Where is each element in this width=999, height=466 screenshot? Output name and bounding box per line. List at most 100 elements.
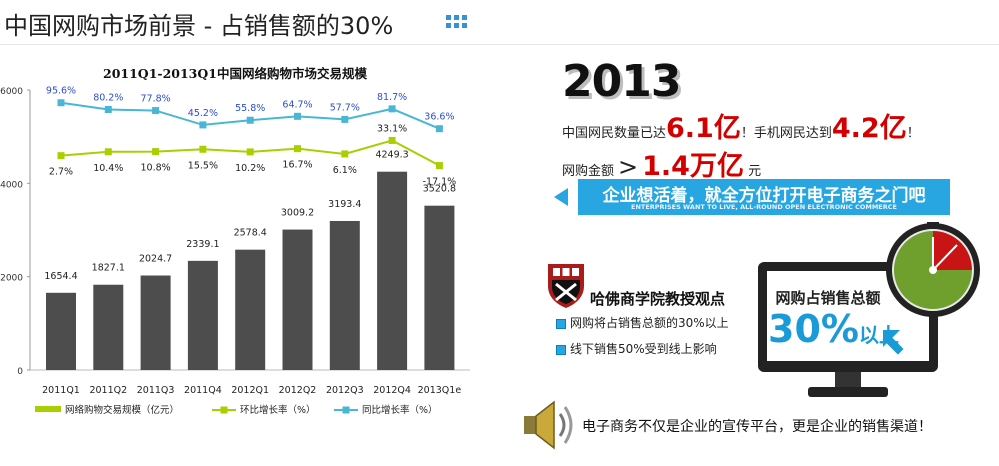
stat1-value2: 4.2亿 bbox=[831, 113, 907, 144]
monitor-above: 以上 bbox=[858, 323, 899, 347]
monitor-label: 网购占销售总额 bbox=[775, 289, 881, 307]
mom-growth-label: 10.2% bbox=[235, 163, 265, 174]
yoy-growth-label: 45.2% bbox=[188, 108, 218, 119]
x-tick-label: 2011Q2 bbox=[89, 385, 127, 396]
mom-growth-marker bbox=[388, 136, 396, 144]
banner-arrow-icon bbox=[554, 188, 568, 206]
stat2-value: 1.4万亿 bbox=[642, 151, 744, 182]
bar-value-label: 3520.8 bbox=[423, 184, 456, 195]
closing-statement: 电子商务不仅是企业的宣传平台，更是企业的销售渠道！ bbox=[582, 419, 932, 435]
yoy-growth-label: 57.7% bbox=[330, 102, 360, 113]
yoy-growth-marker bbox=[294, 112, 301, 120]
bullet-square-icon bbox=[556, 318, 566, 329]
bar-value-label: 4249.3 bbox=[375, 150, 408, 161]
x-tick-label: 2011Q4 bbox=[184, 385, 222, 396]
x-tick-label: 2011Q3 bbox=[137, 385, 175, 396]
page-title: 中国网购市场前景 - 占销售额的30% bbox=[4, 12, 394, 40]
x-tick-label: 2013Q1e bbox=[418, 385, 462, 396]
x-tick-label: 2012Q2 bbox=[279, 385, 317, 396]
harvard-title: 哈佛商学院教授观点 bbox=[590, 290, 726, 308]
y-tick-label: 2000 bbox=[0, 274, 23, 284]
bar-value-label: 2024.7 bbox=[139, 254, 172, 265]
stat2-gt: > bbox=[618, 153, 639, 181]
legend-label: 网络购物交易规模（亿元） bbox=[65, 404, 179, 416]
yoy-growth-label: 55.8% bbox=[235, 103, 265, 114]
harvard-shield-icon bbox=[548, 264, 584, 308]
mom-growth-marker bbox=[152, 148, 160, 156]
yoy-growth-marker bbox=[388, 105, 396, 113]
mom-growth-label: 15.5% bbox=[188, 160, 218, 171]
bullet-text: 线下销售50%受到线上影响 bbox=[570, 342, 717, 356]
x-tick-label: 2011Q1 bbox=[42, 385, 80, 396]
bar-value-label: 1654.4 bbox=[44, 271, 77, 282]
yoy-growth-marker bbox=[435, 125, 443, 133]
bar bbox=[282, 229, 313, 370]
monitor-percentage: 30%以上 bbox=[768, 307, 899, 351]
mom-growth-label: 2.7% bbox=[49, 167, 73, 178]
info-panel: 2013 中国网民数量已达6.1亿！手机网民达到4.2亿！ 网购金额 >1.4万亿… bbox=[524, 50, 999, 466]
yoy-growth-label: 64.7% bbox=[282, 99, 312, 110]
mom-growth-label: 6.1% bbox=[333, 165, 357, 176]
market-chart: 2011Q1-2013Q1中国网络购物市场交易规模 0200040006000 … bbox=[0, 66, 470, 416]
y-tick-label: 4000 bbox=[0, 180, 23, 190]
bar bbox=[424, 205, 455, 370]
mom-growth-marker bbox=[199, 145, 207, 153]
y-tick-label: 6000 bbox=[0, 87, 23, 97]
mom-growth-label: 33.1% bbox=[377, 123, 407, 134]
stat2-unit: 元 bbox=[748, 164, 762, 179]
legend-swatch bbox=[220, 406, 228, 414]
mom-growth-label: 10.8% bbox=[141, 163, 171, 174]
shopping-amount-stat: 网购金额 >1.4万亿 元 bbox=[562, 144, 761, 183]
bar bbox=[235, 249, 266, 370]
yoy-growth-label: 80.2% bbox=[93, 93, 123, 104]
legend-swatch bbox=[342, 406, 350, 414]
yoy-growth-marker bbox=[246, 116, 254, 124]
grid-icon[interactable] bbox=[446, 15, 468, 29]
bar bbox=[377, 171, 408, 370]
bullet-square-icon bbox=[556, 344, 566, 355]
yoy-growth-marker bbox=[104, 106, 112, 114]
netizen-stat: 中国网民数量已达6.1亿！手机网民达到4.2亿！ bbox=[562, 106, 920, 145]
bullet-item: 网购将占销售总额的30%以上 bbox=[556, 314, 729, 331]
stat1-prefix: 中国网民数量已达 bbox=[562, 126, 667, 141]
speaker-icon bbox=[524, 400, 573, 450]
bar-value-label: 3193.4 bbox=[328, 199, 361, 210]
bar bbox=[140, 275, 171, 370]
legend-label: 环比增长率（%） bbox=[240, 404, 316, 416]
slogan-banner: 企业想活着，就全方位打开电子商务之门吧 ENTERPRISES WANT TO … bbox=[578, 179, 950, 215]
stat1-value: 6.1亿 bbox=[666, 113, 741, 144]
mom-growth-label: 16.7% bbox=[282, 160, 312, 171]
stat2-prefix: 网购金额 bbox=[562, 164, 615, 179]
banner-text: 企业想活着，就全方位打开电子商务之门吧 bbox=[602, 186, 926, 206]
chart-title: 2011Q1-2013Q1中国网络购物市场交易规模 bbox=[103, 66, 367, 81]
bar bbox=[187, 260, 218, 370]
stat1-mid: ！手机网民达到 bbox=[740, 126, 832, 141]
stat1-suffix: ！ bbox=[906, 126, 920, 141]
yoy-growth-label: 95.6% bbox=[46, 86, 76, 97]
mom-growth-marker bbox=[246, 148, 254, 156]
yoy-growth-marker bbox=[57, 99, 65, 107]
bar-value-label: 2578.4 bbox=[234, 228, 267, 239]
x-tick-label: 2012Q3 bbox=[326, 385, 364, 396]
monitor-pct-value: 30% bbox=[768, 307, 859, 351]
bar bbox=[93, 284, 124, 370]
mom-growth-label: 10.4% bbox=[93, 163, 123, 174]
year-heading: 2013 bbox=[562, 56, 681, 107]
mom-growth-label: -17.1% bbox=[423, 177, 457, 188]
yoy-growth-label: 81.7% bbox=[377, 92, 407, 103]
legend-swatch bbox=[35, 406, 61, 412]
mom-growth-marker bbox=[341, 150, 349, 158]
banner-subtext: ENTERPRISES WANT TO LIVE, ALL-ROUND OPEN… bbox=[631, 203, 897, 211]
yoy-growth-marker bbox=[199, 121, 207, 129]
bar-value-label: 3009.2 bbox=[281, 208, 314, 219]
x-tick-label: 2012Q1 bbox=[231, 385, 269, 396]
bar-value-label: 1827.1 bbox=[92, 263, 125, 274]
yoy-growth-marker bbox=[152, 107, 160, 115]
monitor-icon bbox=[758, 222, 980, 397]
x-tick-label: 2012Q4 bbox=[373, 385, 411, 396]
legend-label: 同比增长率（%） bbox=[362, 404, 438, 416]
bar-value-label: 2339.1 bbox=[186, 239, 219, 250]
yoy-growth-marker bbox=[341, 115, 349, 123]
bullet-item: 线下销售50%受到线上影响 bbox=[556, 340, 717, 357]
mom-growth-marker bbox=[57, 152, 65, 160]
